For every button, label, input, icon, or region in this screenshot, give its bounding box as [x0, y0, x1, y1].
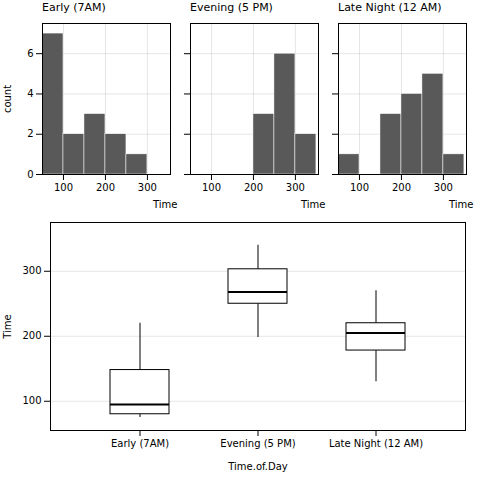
svg-text:Time: Time [300, 199, 325, 210]
svg-text:100: 100 [54, 182, 73, 193]
svg-text:Late Night (12 AM): Late Night (12 AM) [329, 438, 423, 449]
svg-text:200: 200 [392, 182, 411, 193]
html-text:Late Night (12 AM): Late Night (12 AM) [338, 1, 442, 14]
svg-text:Time.of.Day: Time.of.Day [227, 461, 288, 472]
svg-text:4: 4 [27, 88, 33, 99]
svg-text:Evening (5 PM): Evening (5 PM) [220, 438, 295, 449]
svg-text:200: 200 [96, 182, 115, 193]
svg-text:100: 100 [22, 395, 41, 406]
svg-text:300: 300 [286, 182, 305, 193]
svg-text:100: 100 [350, 182, 369, 193]
svg-text:Time: Time [152, 199, 177, 210]
svg-text:Early (7AM): Early (7AM) [111, 438, 169, 449]
svg-text:300: 300 [434, 182, 453, 193]
svg-text:200: 200 [22, 330, 41, 341]
svg-text:Time: Time [448, 199, 473, 210]
svg-text:300: 300 [138, 182, 157, 193]
html-text:Evening (5 PM): Evening (5 PM) [190, 1, 273, 14]
svg-text:0: 0 [27, 169, 33, 180]
html-text:Early (7AM): Early (7AM) [42, 1, 106, 14]
svg-text:6: 6 [27, 48, 33, 59]
svg-text:Time: Time [2, 314, 13, 339]
svg-text:300: 300 [22, 265, 41, 276]
svg-text:100: 100 [202, 182, 221, 193]
svg-text:200: 200 [244, 182, 263, 193]
svg-text:count: count [2, 85, 13, 113]
svg-text:2: 2 [27, 128, 33, 139]
